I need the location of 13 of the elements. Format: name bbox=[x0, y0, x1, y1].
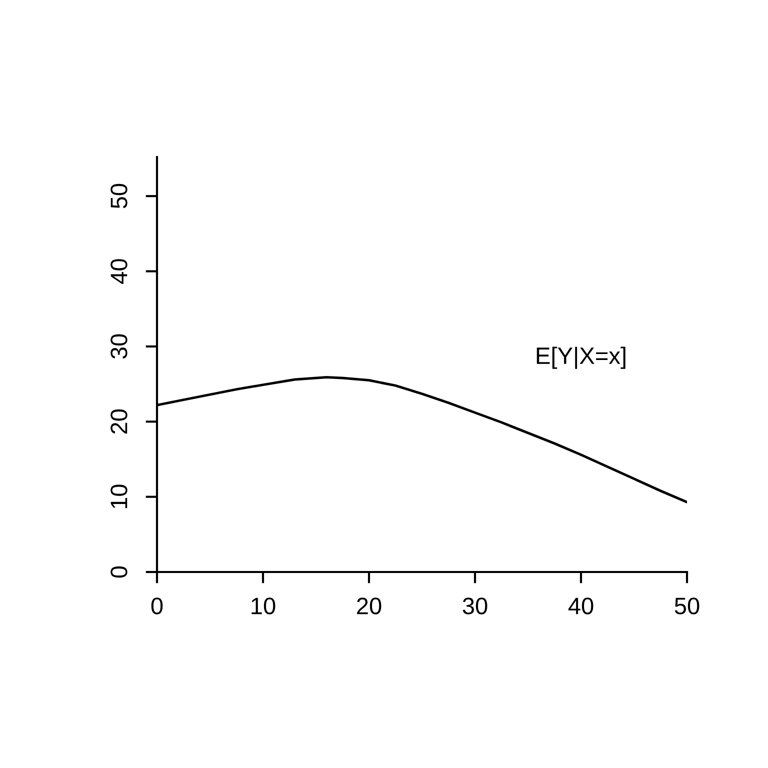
x-tick-label: 10 bbox=[252, 598, 276, 614]
x-tick-label: 30 bbox=[462, 598, 488, 614]
x-tick-label: 0 bbox=[151, 598, 163, 614]
annotation: E[Y|X=x] bbox=[536, 346, 626, 369]
y-tick-label: 0 bbox=[110, 566, 128, 578]
y-tick-label: 10 bbox=[110, 484, 128, 508]
y-tick-label: 20 bbox=[110, 409, 128, 434]
y-tick-label: 50 bbox=[110, 184, 128, 208]
y-tick-label: 30 bbox=[110, 334, 128, 359]
x-tick-label: 50 bbox=[674, 598, 700, 614]
y-tick-label: 40 bbox=[110, 259, 128, 284]
x-tick-label: 40 bbox=[568, 598, 594, 614]
x-tick-label: 20 bbox=[357, 598, 382, 614]
